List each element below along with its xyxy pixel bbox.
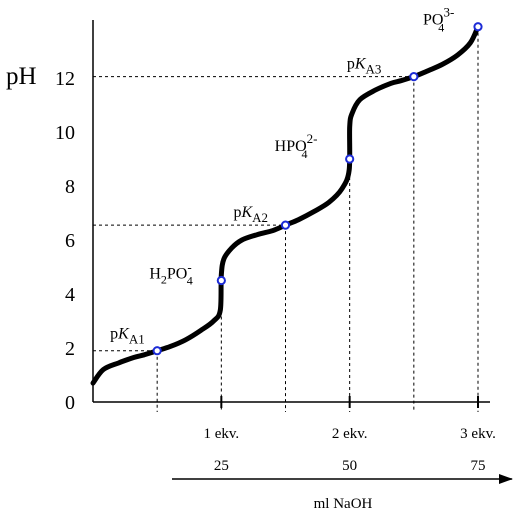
data-point-marker bbox=[216, 275, 226, 286]
reference-lines bbox=[93, 26, 479, 412]
point-label: HPO2-4 bbox=[275, 131, 318, 161]
data-point-marker bbox=[409, 72, 419, 82]
data-point-marker bbox=[345, 154, 355, 164]
y-tick-label: 2 bbox=[65, 338, 75, 360]
x-tick-label: 3 ekv. bbox=[460, 426, 496, 442]
y-tick-label: 12 bbox=[55, 68, 75, 90]
y-tick-label: 6 bbox=[65, 230, 75, 252]
point-label: H2PO-4 bbox=[149, 260, 192, 288]
x-tick-volume: 50 bbox=[342, 458, 357, 474]
data-point-marker bbox=[152, 346, 162, 356]
y-tick-label: 10 bbox=[55, 122, 75, 144]
point-label: PO3-4 bbox=[423, 5, 454, 35]
x-tick-volume: 75 bbox=[471, 458, 486, 474]
y-tick-label: 0 bbox=[65, 392, 75, 414]
x-tick-label: 1 ekv. bbox=[203, 426, 239, 442]
y-tick-label: 4 bbox=[65, 284, 75, 306]
marked-points: pKA1 H2PO-4 pKA2 HPO2-4 pKA3 PO3-4 bbox=[110, 5, 483, 356]
data-point-marker bbox=[280, 220, 291, 230]
point-label: pKA3 bbox=[347, 56, 382, 77]
point-label: pKA2 bbox=[234, 204, 269, 225]
y-tick-label: 8 bbox=[65, 176, 75, 198]
data-point-marker bbox=[473, 22, 483, 32]
point-label: pKA1 bbox=[110, 326, 145, 347]
x-axis-label: ml NaOH bbox=[314, 496, 373, 512]
x-tick-label: 2 ekv. bbox=[332, 426, 368, 442]
ticks: 0 2 4 6 8 10 12 1 ekv. 25 2 ekv. 50 3 ekv. 75 bbox=[55, 68, 496, 474]
x-tick-volume: 25 bbox=[214, 458, 229, 474]
y-axis-label: pH bbox=[6, 63, 37, 90]
axes bbox=[92, 20, 513, 484]
